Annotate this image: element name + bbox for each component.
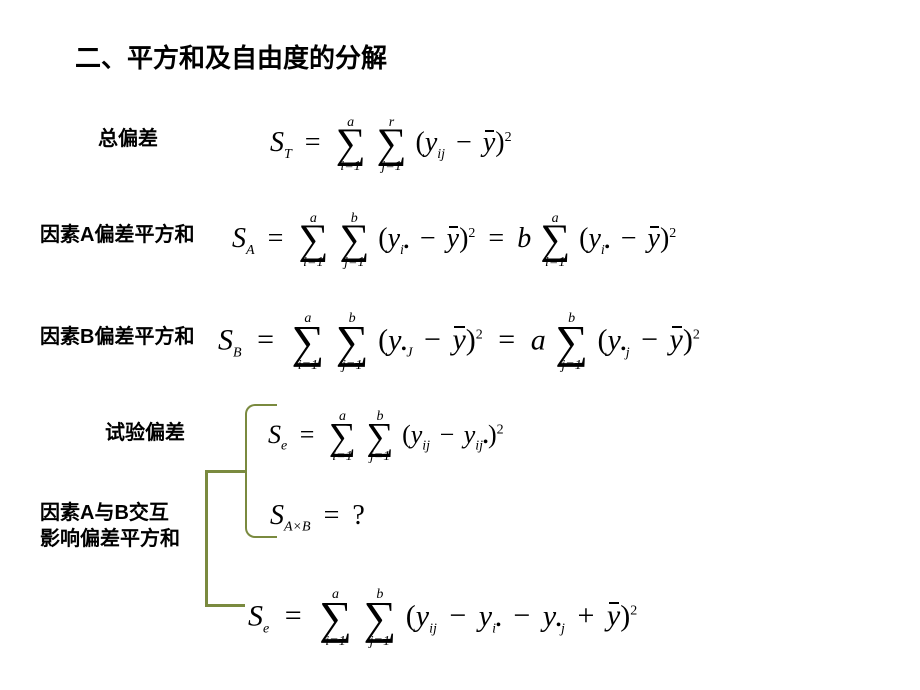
formula-error: Se = a∑i=1 b∑j=1 (yij − yij•)2 — [268, 410, 504, 464]
label-factor-a: 因素A偏差平方和 — [40, 222, 194, 248]
connector-bottom — [205, 604, 245, 607]
formula-factor-b: SB = a∑i=1 b∑j=1 (y•J − y)2 = a b∑j=1 (y… — [218, 312, 700, 373]
formula-total: ST = a∑i=1 r∑j=1 (yij − y)2 — [270, 116, 512, 174]
connector-vertical — [205, 470, 208, 605]
connector-top — [205, 470, 245, 473]
brace-icon — [245, 404, 277, 538]
section-title: 二、平方和及自由度的分解 — [75, 38, 387, 75]
formula-error-expanded: Se = a∑i=1 b∑j=1 (yij − yi• − y•j + y)2 — [248, 588, 637, 649]
label-factor-b: 因素B偏差平方和 — [40, 324, 194, 350]
label-interaction: 因素A与B交互影响偏差平方和 — [40, 500, 180, 552]
label-error: 试验偏差 — [105, 420, 185, 446]
formula-factor-a: SA = a∑i=1 b∑j=1 (yi• − y)2 = b a∑i=1 (y… — [232, 212, 676, 270]
label-total: 总偏差 — [98, 126, 158, 152]
formula-interaction: SA×B = ? — [270, 500, 365, 536]
